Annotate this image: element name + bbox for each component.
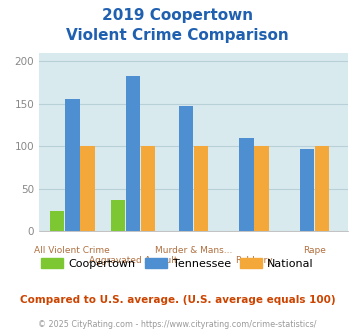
- Text: All Violent Crime: All Violent Crime: [34, 246, 110, 255]
- Bar: [194, 146, 208, 231]
- Bar: [126, 76, 140, 231]
- Bar: [80, 146, 95, 231]
- Text: Robbery: Robbery: [235, 256, 273, 265]
- Bar: [300, 149, 314, 231]
- Text: Rape: Rape: [303, 246, 326, 255]
- Text: 2019 Coopertown: 2019 Coopertown: [102, 8, 253, 23]
- Bar: [65, 99, 80, 231]
- Legend: Coopertown, Tennessee, National: Coopertown, Tennessee, National: [37, 254, 318, 273]
- Bar: [50, 211, 65, 231]
- Bar: [179, 106, 193, 231]
- Bar: [141, 146, 155, 231]
- Text: Compared to U.S. average. (U.S. average equals 100): Compared to U.S. average. (U.S. average …: [20, 295, 335, 305]
- Bar: [315, 146, 329, 231]
- Bar: [254, 146, 269, 231]
- Text: Violent Crime Comparison: Violent Crime Comparison: [66, 28, 289, 43]
- Text: Aggravated Assault: Aggravated Assault: [89, 256, 177, 265]
- Text: © 2025 CityRating.com - https://www.cityrating.com/crime-statistics/: © 2025 CityRating.com - https://www.city…: [38, 320, 317, 329]
- Bar: [239, 138, 254, 231]
- Text: Murder & Mans...: Murder & Mans...: [155, 246, 232, 255]
- Bar: [110, 200, 125, 231]
